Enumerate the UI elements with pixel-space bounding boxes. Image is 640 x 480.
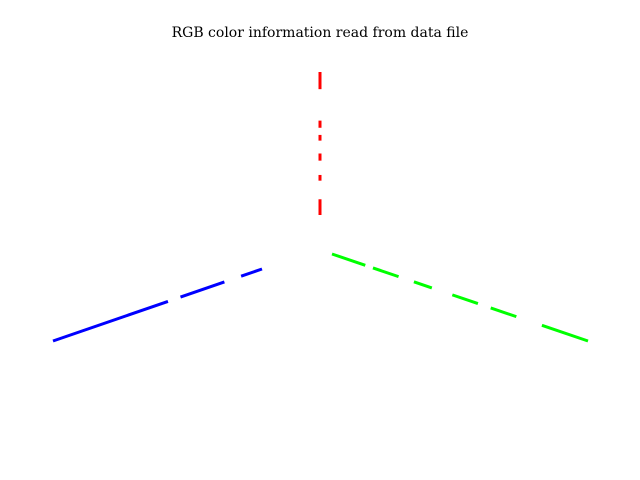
green-axis-segment	[331, 252, 366, 267]
green-axis-segment	[451, 293, 479, 306]
rgb-axes	[52, 72, 589, 343]
green-axis-segment	[372, 266, 400, 279]
green-axis-segment	[413, 280, 433, 290]
chart-title: RGB color information read from data fil…	[172, 25, 469, 41]
green-axis-segment	[541, 323, 589, 343]
blue-axis-segment	[240, 267, 263, 278]
green-axis-segment	[490, 306, 517, 319]
blue-axis-segment	[52, 299, 169, 343]
blue-axis-segment	[180, 280, 225, 299]
